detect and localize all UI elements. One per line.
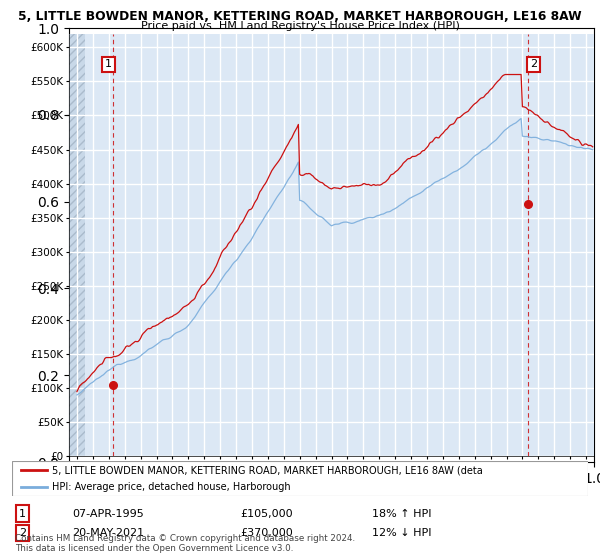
Text: 1: 1 <box>19 508 26 519</box>
Text: 5, LITTLE BOWDEN MANOR, KETTERING ROAD, MARKET HARBOROUGH, LE16 8AW: 5, LITTLE BOWDEN MANOR, KETTERING ROAD, … <box>18 10 582 23</box>
Text: Contains HM Land Registry data © Crown copyright and database right 2024.
This d: Contains HM Land Registry data © Crown c… <box>15 534 355 553</box>
Text: £370,000: £370,000 <box>240 528 293 538</box>
Text: 2: 2 <box>530 59 537 69</box>
Text: 2: 2 <box>19 528 26 538</box>
Text: 20-MAY-2021: 20-MAY-2021 <box>72 528 144 538</box>
Text: 07-APR-1995: 07-APR-1995 <box>72 508 144 519</box>
Text: 18% ↑ HPI: 18% ↑ HPI <box>372 508 431 519</box>
Bar <box>69 34 85 456</box>
Text: 1: 1 <box>105 59 112 69</box>
Text: Price paid vs. HM Land Registry's House Price Index (HPI): Price paid vs. HM Land Registry's House … <box>140 21 460 31</box>
FancyBboxPatch shape <box>12 461 588 496</box>
Text: 5, LITTLE BOWDEN MANOR, KETTERING ROAD, MARKET HARBOROUGH, LE16 8AW (deta: 5, LITTLE BOWDEN MANOR, KETTERING ROAD, … <box>52 465 483 475</box>
Text: 12% ↓ HPI: 12% ↓ HPI <box>372 528 431 538</box>
Text: £105,000: £105,000 <box>240 508 293 519</box>
Text: HPI: Average price, detached house, Harborough: HPI: Average price, detached house, Harb… <box>52 482 291 492</box>
